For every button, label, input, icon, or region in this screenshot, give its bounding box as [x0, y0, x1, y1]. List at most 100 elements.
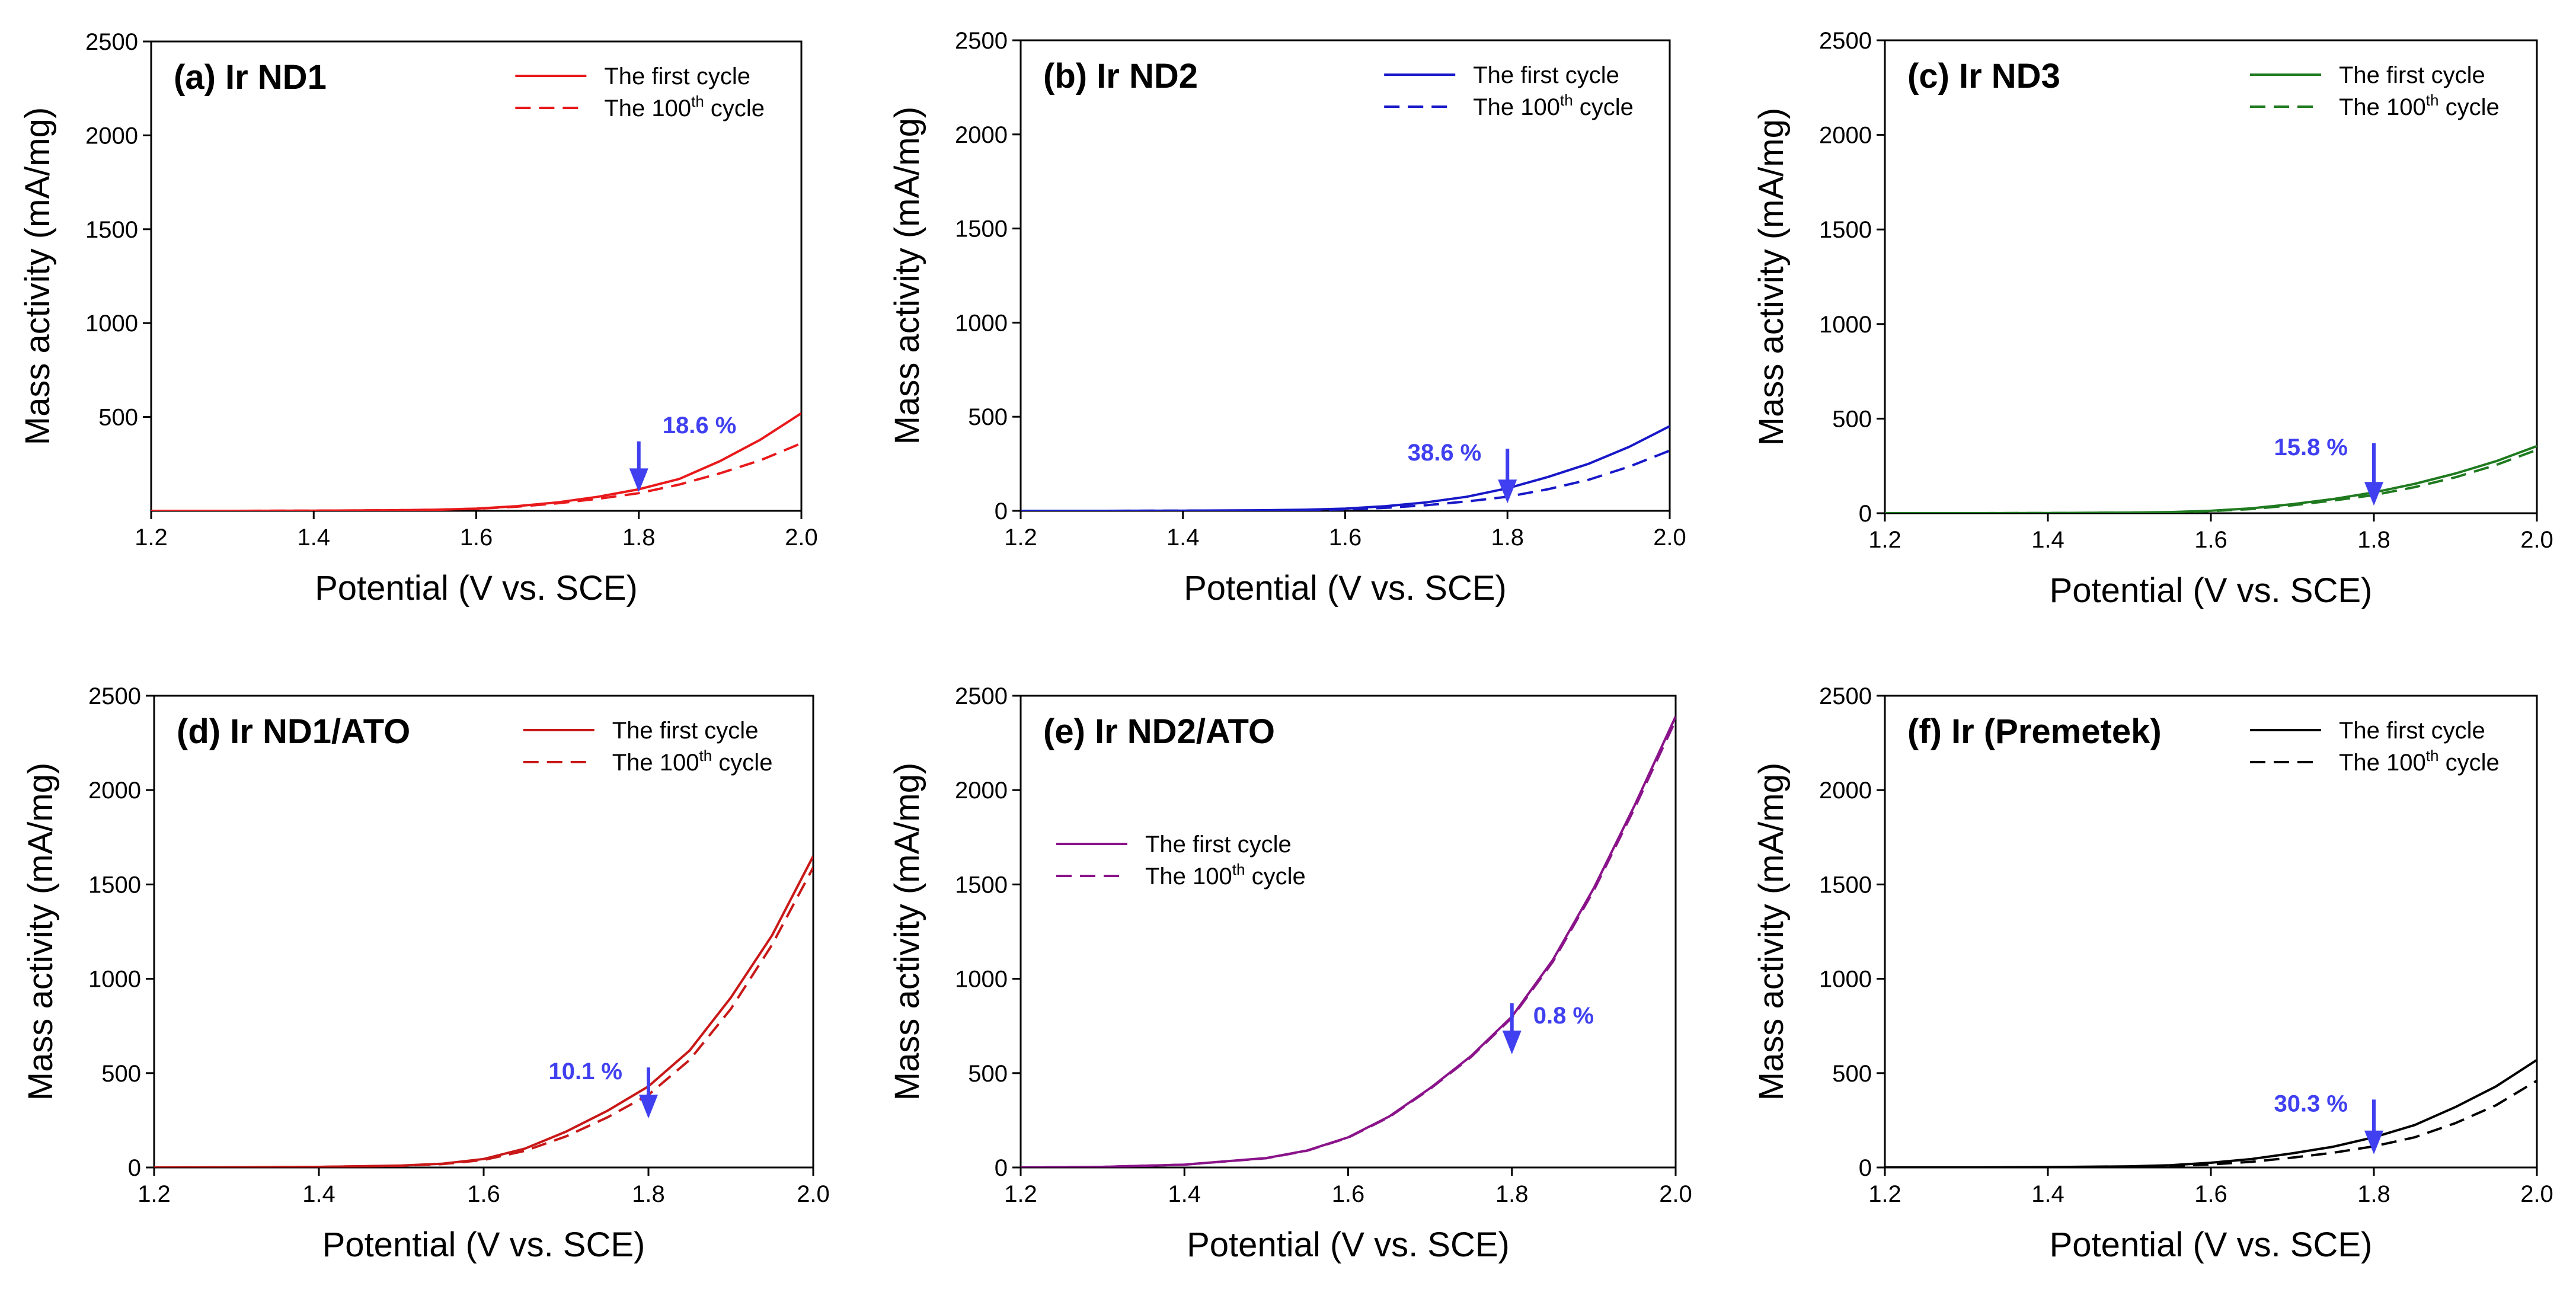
y-tick-label: 1500: [85, 217, 138, 243]
legend-label-sup: th: [1232, 860, 1245, 878]
y-tick-label: 0: [995, 1155, 1008, 1181]
x-tick-label: 1.8: [2357, 527, 2390, 553]
annotation-label: 18.6 %: [663, 412, 737, 439]
y-tick-label: 2500: [1819, 683, 1872, 709]
panel-f: 1.2 1.4 1.6 1.8 2.0 0 500 1000 1500 2000 2500 Poten…: [1752, 683, 2553, 1264]
legend-label-main: The first cycle: [1145, 831, 1292, 858]
x-axis-title: Potential (V vs. SCE): [1184, 569, 1507, 607]
panel-title: (b) Ir ND2: [1043, 57, 1198, 95]
y-tick-label: 500: [101, 1061, 141, 1087]
y-tick-label: 500: [968, 1061, 1008, 1087]
series-group: [151, 412, 801, 511]
y-tick-label: 1000: [1819, 967, 1872, 993]
series-line-first-cycle: [154, 855, 813, 1167]
legend-label-sup: th: [1560, 91, 1573, 109]
x-tick-label: 1.4: [302, 1181, 335, 1207]
x-tick-label: 2.0: [1653, 524, 1686, 551]
annotation-label: 15.8 %: [2274, 434, 2348, 460]
legend-label-sup: th: [691, 92, 704, 110]
y-tick-label: 2500: [88, 683, 141, 709]
legend-label: The 100th cycle: [2339, 747, 2500, 776]
y-axis-title: Mass activity (mA/mg): [888, 107, 926, 444]
legend: The first cycle The 100th cycle: [2250, 62, 2500, 120]
plot-frame: [1019, 695, 1677, 1169]
annotation-label: 0.8 %: [1533, 1003, 1594, 1029]
panel-title: (c) Ir ND3: [1907, 57, 2060, 95]
panel-d: 1.2 1.4 1.6 1.8 2.0 0 500 1000 1500 2000 2500 Poten…: [21, 683, 830, 1264]
x-tick-label: 2.0: [2520, 527, 2553, 553]
legend-label-main: The first cycle: [2339, 62, 2485, 88]
x-tick-label: 1.8: [2357, 1181, 2390, 1207]
y-axis-title: Mass activity (mA/mg): [1752, 108, 1791, 446]
y-tick-label: 1000: [1819, 312, 1872, 338]
series-line-first-cycle: [1021, 425, 1670, 511]
legend-label-tail: cycle: [704, 95, 765, 121]
legend-label: The first cycle: [2339, 718, 2485, 744]
legend-label-main: The first cycle: [604, 63, 750, 89]
x-tick-label: 1.6: [467, 1181, 500, 1207]
annotation-arrow-head: [629, 468, 648, 492]
series-group: [1021, 425, 1670, 511]
x-axis-title: Potential (V vs. SCE): [2050, 1226, 2373, 1264]
legend-label-main: The 100: [612, 750, 699, 776]
y-tick-label: 2500: [955, 28, 1008, 54]
legend-label-sup: th: [2426, 91, 2439, 109]
x-tick-label: 2.0: [785, 524, 818, 551]
panel-b: 1.2 1.4 1.6 1.8 2.0 0 500 1000 1500 2000 2500 Poten…: [888, 28, 1686, 607]
legend-label-main: The 100: [604, 95, 691, 121]
y-tick-label: 2500: [85, 29, 138, 55]
panel-c: 1.2 1.4 1.6 1.8 2.0 0 500 1000 1500 2000 2500 Poten…: [1752, 28, 2553, 610]
series-line-100th-cycle: [1885, 1079, 2537, 1167]
legend-label-tail: cycle: [712, 750, 772, 776]
legend-label: The 100th cycle: [604, 92, 765, 121]
legend-label: The 100th cycle: [612, 747, 773, 776]
annotation-label: 10.1 %: [548, 1058, 622, 1085]
series-line-first-cycle: [1885, 444, 2537, 513]
panel-e: 1.2 1.4 1.6 1.8 2.0 0 500 1000 1500 2000 2500 Poten…: [888, 683, 1692, 1264]
legend-label-tail: cycle: [1245, 863, 1305, 890]
y-tick-label: 1000: [85, 311, 138, 337]
x-tick-label: 1.2: [1004, 1181, 1037, 1207]
x-tick-label: 1.6: [460, 524, 493, 551]
x-tick-label: 1.8: [622, 524, 656, 551]
x-axis-title: Potential (V vs. SCE): [322, 1226, 645, 1264]
y-tick-label: 2000: [1819, 778, 1872, 804]
annotation-arrow-head: [1502, 1030, 1522, 1054]
y-tick-label: 2000: [1819, 123, 1872, 149]
y-tick-label: 1500: [1819, 217, 1872, 243]
x-tick-label: 1.8: [1495, 1181, 1529, 1207]
panel-title: (d) Ir ND1/ATO: [177, 712, 410, 751]
y-tick-label: 1000: [955, 310, 1008, 336]
y-tick-label: 500: [1832, 1061, 1872, 1087]
x-tick-label: 2.0: [2520, 1181, 2553, 1207]
series-group: [1885, 444, 2537, 513]
y-tick-label: 1000: [88, 967, 141, 993]
legend-label-sup: th: [2426, 747, 2439, 764]
y-tick-label: 2000: [955, 122, 1008, 148]
y-axis-title: Mass activity (mA/mg): [1752, 763, 1791, 1101]
annotation-arrow-head: [2364, 482, 2383, 506]
y-tick-label: 500: [98, 405, 138, 431]
x-tick-label: 1.4: [1166, 524, 1200, 551]
x-tick-label: 1.6: [2194, 1181, 2227, 1207]
y-axis-title: Mass activity (mA/mg): [18, 107, 57, 445]
y-tick-label: 2500: [955, 683, 1008, 709]
x-tick-label: 2.0: [797, 1181, 830, 1207]
annotation-arrow-head: [2364, 1130, 2383, 1154]
legend-label-main: The 100: [2339, 94, 2426, 120]
series-group: [154, 855, 813, 1167]
y-tick-label: 2000: [88, 778, 141, 804]
x-tick-label: 1.4: [2031, 527, 2064, 553]
series-line-first-cycle: [1021, 716, 1676, 1167]
legend-label-main: The first cycle: [1473, 62, 1619, 88]
y-tick-label: 0: [128, 1155, 141, 1181]
legend: The first cycle The 100th cycle: [515, 63, 765, 121]
x-tick-label: 1.2: [135, 524, 168, 551]
legend-label-tail: cycle: [2438, 94, 2499, 120]
annotation-arrow-head: [639, 1095, 658, 1119]
annotation-label: 38.6 %: [1408, 440, 1482, 466]
x-tick-label: 1.2: [138, 1181, 171, 1207]
y-tick-label: 1000: [955, 967, 1008, 993]
legend-label: The first cycle: [1473, 62, 1619, 88]
